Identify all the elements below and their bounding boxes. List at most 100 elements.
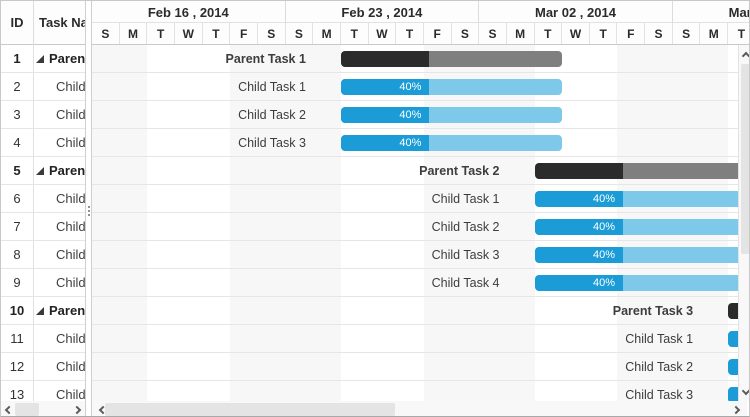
taskbar-left-label: Child Task 1 — [238, 80, 306, 94]
row-id-cell[interactable]: 8 — [1, 241, 34, 268]
table-row[interactable]: 3 Child Task 2 — [1, 101, 85, 129]
timeline-day-cell: S — [645, 23, 673, 44]
expand-collapse-icon[interactable] — [36, 55, 44, 63]
row-name-cell[interactable]: Child Task 1 — [34, 185, 85, 212]
row-name-cell[interactable]: Parent Task 3 — [34, 297, 85, 324]
grid-header-taskname-cell[interactable]: Task Name — [39, 15, 85, 30]
row-id-cell[interactable]: 6 — [1, 185, 34, 212]
row-name-cell[interactable]: Parent Task 2 — [34, 157, 85, 184]
taskbar-progress: 40% — [340, 135, 430, 151]
taskbar-progress: 40% — [534, 275, 623, 291]
expand-collapse-icon[interactable] — [36, 167, 44, 175]
timeline-day-cell: M — [119, 23, 148, 44]
timeline-day-cell: T — [340, 23, 369, 44]
grid-header-id-cell[interactable]: ID — [1, 1, 34, 45]
scroll-right-button[interactable] — [729, 403, 742, 416]
table-row[interactable]: 11 Child Task 1 — [1, 325, 85, 353]
taskbar-left-label: Child Task 2 — [431, 220, 500, 234]
row-name-cell[interactable]: Child Task 3 — [34, 241, 85, 268]
chart-vertical-scrollbar[interactable] — [738, 45, 749, 401]
child-taskbar[interactable]: 40% — [534, 247, 749, 263]
child-taskbar[interactable]: 40% — [534, 275, 749, 291]
taskbar-left-label: Parent Task 3 — [612, 304, 694, 318]
scroll-up-button[interactable] — [739, 49, 749, 62]
timeline-day-cell: S — [479, 23, 507, 44]
taskbar-progress-label: 40% — [399, 109, 422, 121]
timeline-day-cell: M — [700, 23, 729, 44]
timeline-day-cell: S — [285, 23, 314, 44]
table-row[interactable]: 6 Child Task 1 — [1, 185, 85, 213]
row-name-cell[interactable]: Child Task 3 — [34, 381, 85, 401]
grid-chart-splitter[interactable] — [85, 1, 92, 416]
chevron-left-icon — [4, 405, 14, 415]
table-row[interactable]: 10 Parent Task 3 — [1, 297, 85, 325]
taskbar-left-label: Child Task 3 — [238, 136, 306, 150]
chart-row-divider — [92, 380, 749, 381]
timeline-day-cell: T — [147, 23, 175, 44]
row-name-cell[interactable]: Child Task 1 — [34, 325, 85, 352]
table-row[interactable]: 1 Parent Task 1 — [1, 45, 85, 73]
row-name-cell[interactable]: Child Task 4 — [34, 269, 85, 296]
expand-collapse-icon[interactable] — [36, 307, 44, 315]
chart-row-divider — [92, 212, 749, 213]
parent-taskbar[interactable] — [340, 51, 563, 67]
row-id-cell[interactable]: 4 — [1, 129, 34, 156]
taskbar-left-label: Child Task 1 — [625, 332, 694, 346]
task-name-label: Child Task 1 — [56, 79, 85, 94]
chart-horizontal-scrollbar[interactable] — [92, 401, 747, 416]
row-id-cell[interactable]: 13 — [1, 381, 34, 401]
scrollbar-thumb[interactable] — [105, 403, 395, 416]
chevron-down-icon — [741, 386, 749, 396]
row-id-cell[interactable]: 9 — [1, 269, 34, 296]
row-id-cell[interactable]: 11 — [1, 325, 34, 352]
table-row[interactable]: 7 Child Task 2 — [1, 213, 85, 241]
table-row[interactable]: 8 Child Task 3 — [1, 241, 85, 269]
chevron-up-icon — [741, 51, 749, 61]
row-id-cell[interactable]: 7 — [1, 213, 34, 240]
row-id-cell[interactable]: 2 — [1, 73, 34, 100]
row-name-cell[interactable]: Child Task 2 — [34, 101, 85, 128]
timeline-day-cell: M — [313, 23, 341, 44]
child-taskbar[interactable]: 40% — [340, 135, 563, 151]
table-row[interactable]: 12 Child Task 2 — [1, 353, 85, 381]
row-id-cell[interactable]: 10 — [1, 297, 34, 324]
task-name-label: Child Task 1 — [56, 331, 85, 346]
parent-taskbar[interactable] — [534, 163, 749, 179]
scroll-left-button[interactable] — [2, 403, 15, 416]
row-name-cell[interactable]: Child Task 2 — [34, 353, 85, 380]
row-id-cell[interactable]: 1 — [1, 45, 34, 72]
table-row[interactable]: 13 Child Task 3 — [1, 381, 85, 401]
scrollbar-thumb[interactable] — [741, 64, 749, 254]
child-taskbar[interactable]: 40% — [340, 79, 563, 95]
child-taskbar[interactable]: 40% — [534, 191, 749, 207]
taskbar-left-label: Child Task 4 — [431, 276, 500, 290]
table-row[interactable]: 9 Child Task 4 — [1, 269, 85, 297]
row-name-cell[interactable]: Parent Task 1 — [34, 45, 85, 72]
task-name-label: Child Task 3 — [56, 387, 85, 401]
grid-horizontal-scrollbar[interactable] — [1, 401, 85, 416]
row-id-cell[interactable]: 5 — [1, 157, 34, 184]
weekend-band — [230, 45, 341, 401]
child-taskbar[interactable]: 40% — [534, 219, 749, 235]
taskbar-left-label: Parent Task 2 — [419, 164, 500, 178]
table-row[interactable]: 4 Child Task 3 — [1, 129, 85, 157]
scroll-right-button[interactable] — [70, 403, 83, 416]
timeline-week-cell: Feb 16 , 2014 — [92, 1, 286, 23]
row-id-cell[interactable]: 3 — [1, 101, 34, 128]
scrollbar-thumb[interactable] — [15, 403, 39, 416]
timeline-day-cell: T — [589, 23, 618, 44]
table-row[interactable]: 2 Child Task 1 — [1, 73, 85, 101]
row-id-cell[interactable]: 12 — [1, 353, 34, 380]
timeline-day-cell: S — [672, 23, 701, 44]
table-row[interactable]: 5 Parent Task 2 — [1, 157, 85, 185]
row-name-cell[interactable]: Child Task 2 — [34, 213, 85, 240]
scroll-down-button[interactable] — [739, 384, 749, 397]
splitter-grip-icon — [87, 205, 90, 217]
taskbar-progress: 40% — [534, 247, 623, 263]
chart-row-divider — [92, 128, 749, 129]
chart-row-divider — [92, 352, 749, 353]
child-taskbar[interactable]: 40% — [340, 107, 563, 123]
taskbar-progress: 40% — [340, 79, 430, 95]
row-name-cell[interactable]: Child Task 1 — [34, 73, 85, 100]
row-name-cell[interactable]: Child Task 3 — [34, 129, 85, 156]
